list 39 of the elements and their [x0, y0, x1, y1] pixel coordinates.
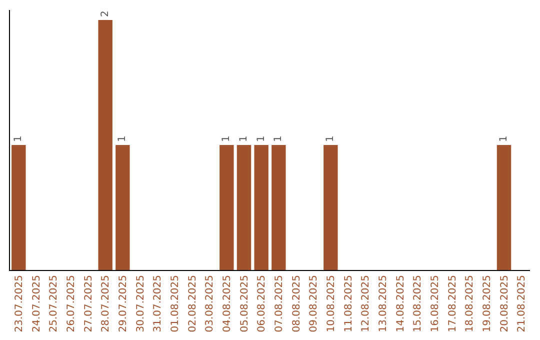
x-tick-label: 03.08.2025 [204, 275, 216, 332]
x-tick-label: 12.08.2025 [360, 275, 372, 332]
x-tick-label: 04.08.2025 [222, 275, 233, 332]
x-tick-label: 26.07.2025 [66, 275, 77, 332]
x-tick-label: 08.08.2025 [291, 275, 302, 332]
x-tick-label: 30.07.2025 [135, 275, 146, 332]
x-tick-label: 06.08.2025 [256, 275, 268, 332]
x-tick-label: 15.08.2025 [412, 275, 424, 332]
x-tick-label: 24.07.2025 [31, 275, 42, 332]
x-tick-label: 21.08.2025 [516, 275, 528, 332]
data-label: 1 [273, 136, 284, 142]
x-tick-label: 20.08.2025 [499, 275, 510, 332]
x-tick-label: 10.08.2025 [326, 275, 337, 332]
x-tick-label: 07.08.2025 [274, 275, 285, 332]
data-label: 1 [325, 136, 336, 142]
x-tick-label: 18.08.2025 [464, 275, 476, 332]
x-tick-label: 16.08.2025 [430, 275, 441, 332]
x-tick-label: 13.08.2025 [378, 275, 389, 332]
x-tick-label: 28.07.2025 [100, 275, 112, 332]
x-tick-label: 05.08.2025 [239, 275, 250, 332]
x-tick-label: 11.08.2025 [343, 275, 354, 332]
data-label: 1 [13, 136, 24, 142]
x-tick-label: 02.08.2025 [187, 275, 198, 332]
data-label: 1 [238, 136, 250, 142]
data-label: 2 [100, 10, 111, 17]
x-tick-label: 14.08.2025 [395, 275, 406, 332]
x-tick-label: 25.07.2025 [48, 275, 60, 332]
x-tick-label: 09.08.2025 [308, 275, 320, 332]
x-tick-label: 29.07.2025 [118, 275, 129, 332]
x-tick-label: 31.07.2025 [152, 275, 164, 332]
x-tick-label: 19.08.2025 [482, 275, 493, 332]
data-label: 1 [498, 136, 510, 142]
x-tick-label: 27.07.2025 [83, 275, 94, 332]
data-label: 1 [256, 136, 267, 142]
x-tick-label: 01.08.2025 [170, 275, 181, 332]
data-label: 1 [221, 136, 232, 142]
data-label: 1 [117, 136, 128, 142]
x-tick-label: 17.08.2025 [447, 275, 458, 332]
x-tick-label: 23.07.2025 [14, 275, 25, 332]
